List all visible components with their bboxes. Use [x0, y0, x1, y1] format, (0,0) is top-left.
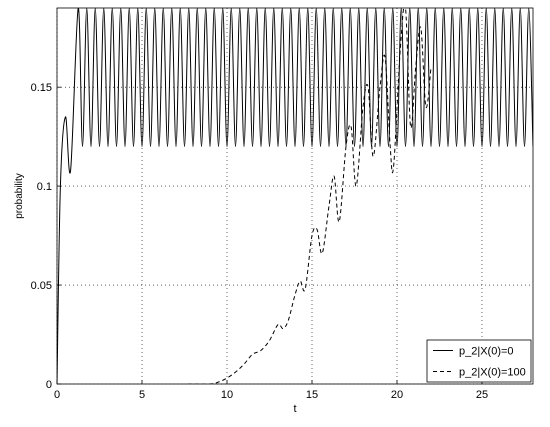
plot-lines [57, 8, 533, 384]
y-axis-label: probability [14, 173, 25, 219]
x-tick-label: 5 [139, 389, 145, 401]
series-line [57, 8, 533, 384]
series-line [187, 8, 432, 384]
x-axis-label: t [293, 403, 296, 415]
legend-label: p_2|X(0)=0 [459, 346, 514, 358]
y-tick-label: 0.05 [31, 280, 52, 292]
x-tick-label: 15 [306, 389, 318, 401]
y-tick-label: 0.1 [37, 181, 52, 193]
x-tick-label: 20 [391, 389, 403, 401]
x-tick-label: 25 [476, 389, 488, 401]
legend-box [426, 339, 532, 383]
legend-label: p_2|X(0)=100 [459, 367, 526, 379]
y-tick-label: 0 [46, 379, 52, 391]
x-tick-label: 10 [221, 389, 233, 401]
plot-area [56, 7, 534, 385]
x-tick-label: 0 [54, 389, 60, 401]
y-tick-label: 0.15 [31, 82, 52, 94]
